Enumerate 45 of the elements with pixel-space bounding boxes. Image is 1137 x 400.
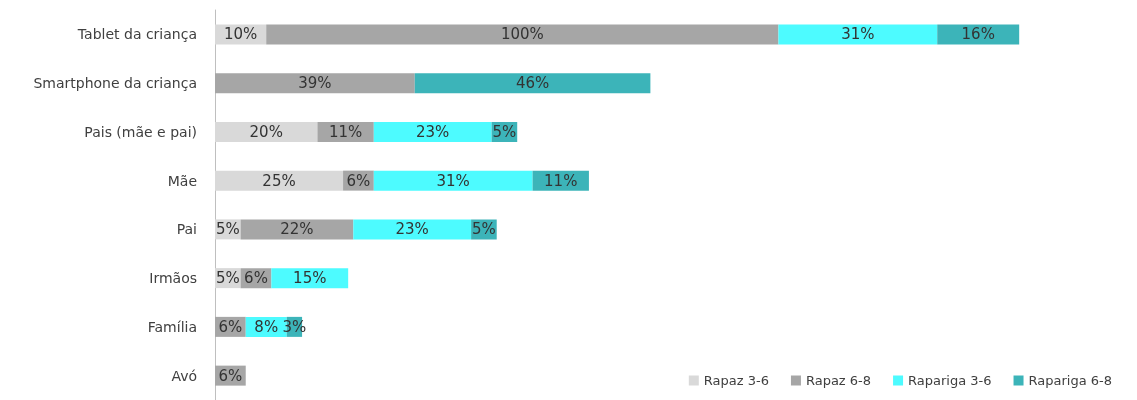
bar <box>353 219 472 240</box>
data-label: 11% <box>544 171 578 190</box>
data-label: 5% <box>215 269 240 288</box>
data-label: 11% <box>328 122 363 141</box>
data-label: 25% <box>262 171 296 190</box>
y-tick-label: Smartphone da criança <box>33 75 197 92</box>
data-label: 5% <box>492 122 517 141</box>
data-label: 20% <box>249 122 283 141</box>
y-tick-label: Irmãos <box>149 270 197 287</box>
legend-label: Rapariga 6-8 <box>1028 373 1113 388</box>
data-label: 5% <box>472 220 496 239</box>
data-label: 5% <box>215 220 240 239</box>
data-label: 15% <box>293 269 327 288</box>
legend-label: Rapaz 3-6 <box>703 373 769 388</box>
bar <box>373 170 533 191</box>
data-label: 6% <box>346 171 371 190</box>
y-tick-label: Mãe <box>167 172 197 189</box>
bar <box>215 170 344 191</box>
data-label: 16% <box>961 25 995 44</box>
y-tick-label: Família <box>147 318 197 335</box>
data-label: 100% <box>500 25 544 44</box>
data-label: 23% <box>416 122 450 141</box>
data-label: 8% <box>254 317 279 336</box>
y-tick-label: Pai <box>176 221 197 238</box>
data-label: 6% <box>244 269 268 288</box>
data-label: 22% <box>280 220 314 239</box>
data-label: 6% <box>218 317 243 336</box>
y-tick-label: Tablet da criança <box>76 26 197 43</box>
data-label: 31% <box>436 171 470 190</box>
bar <box>373 121 492 142</box>
bar <box>414 73 651 94</box>
bar <box>266 24 779 45</box>
bar <box>215 73 415 94</box>
legend-label: Rapariga 3-6 <box>908 373 992 388</box>
legend-label: Rapaz 6-8 <box>805 373 872 388</box>
y-tick-label: Pais (mãe e pai) <box>84 123 197 140</box>
data-label: 6% <box>218 366 243 385</box>
bar <box>778 24 938 45</box>
data-label: 39% <box>298 74 332 93</box>
bar <box>240 219 354 240</box>
data-label: 10% <box>223 25 258 44</box>
data-label: 46% <box>515 74 550 93</box>
data-label: 31% <box>841 25 875 44</box>
data-label: 23% <box>395 220 429 239</box>
y-tick-label: Avó <box>171 367 197 384</box>
